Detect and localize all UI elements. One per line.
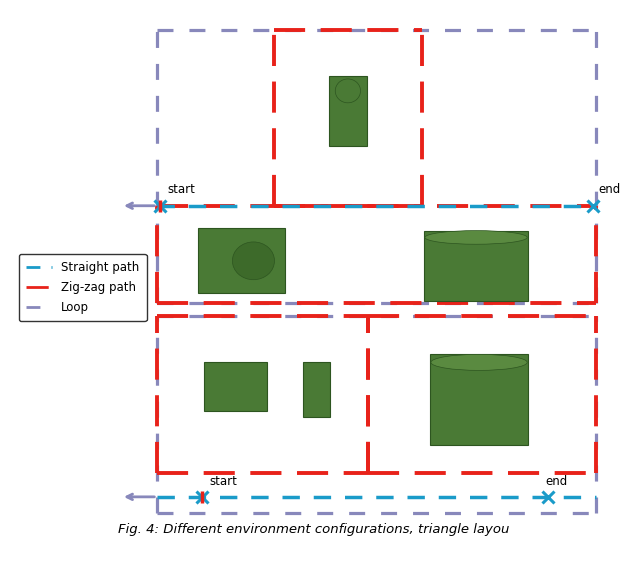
FancyBboxPatch shape xyxy=(329,76,367,147)
FancyBboxPatch shape xyxy=(424,231,529,301)
Text: end: end xyxy=(598,183,620,196)
Text: start: start xyxy=(168,183,195,196)
Text: start: start xyxy=(209,475,237,488)
FancyBboxPatch shape xyxy=(303,362,330,417)
Text: end: end xyxy=(545,475,568,488)
Ellipse shape xyxy=(431,354,527,371)
FancyBboxPatch shape xyxy=(429,354,529,446)
FancyBboxPatch shape xyxy=(198,228,285,293)
Legend: Straight path, Zig-zag path, Loop: Straight path, Zig-zag path, Loop xyxy=(19,254,147,321)
Text: Fig. 4: Different environment configurations, triangle layou: Fig. 4: Different environment configurat… xyxy=(118,523,509,536)
Ellipse shape xyxy=(335,79,360,103)
FancyBboxPatch shape xyxy=(204,362,267,411)
Ellipse shape xyxy=(232,242,275,280)
Ellipse shape xyxy=(425,231,527,244)
